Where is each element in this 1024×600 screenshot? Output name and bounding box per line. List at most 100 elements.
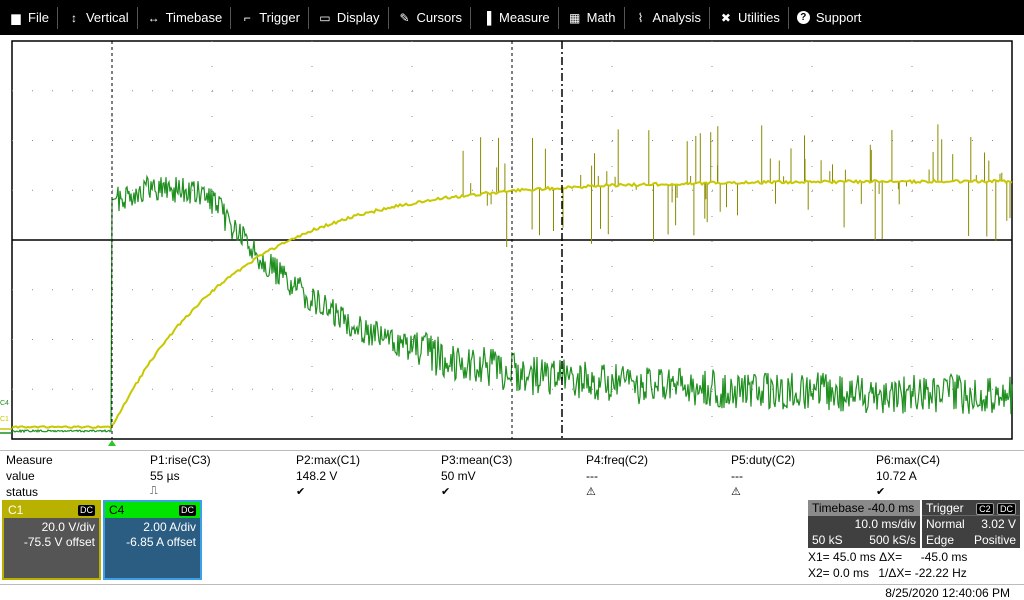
trigger-position-marker [108, 440, 116, 446]
cursor-inverse-dx-label: 1/ΔX= [878, 566, 912, 580]
timebase-descriptor[interactable]: Timebase -40.0 ms 10.0 ms/div 50 kS 500 … [808, 500, 920, 548]
menu-separator [623, 6, 625, 29]
cursor-inverse-dx-value: -22.22 Hz [914, 566, 967, 580]
menu-utilities[interactable]: ✖ Utilities [710, 0, 788, 35]
channel-c4-coupling-badge: DC [179, 504, 196, 516]
menu-label: Measure [499, 10, 550, 25]
menu-separator [787, 6, 789, 29]
measure-param-name[interactable]: P1:rise(C3) [150, 453, 211, 467]
menu-label: Display [336, 10, 380, 25]
menu-separator [557, 6, 559, 29]
measure-table: Measure value status P1:rise(C3) 55 µs ⎍ P2… [0, 450, 1024, 500]
channel-c4-scale: 2.00 A/div [143, 520, 196, 534]
trigger-source-badge: C2 [976, 502, 994, 515]
menu-display[interactable]: ▭ Display [309, 0, 388, 35]
menu-label: Math [586, 10, 616, 25]
warning-icon: ⚠ [731, 486, 741, 498]
cursor-x1-readout: X1= 45.0 ms ΔX= -45.0 ms [808, 550, 967, 564]
menu-label: Timebase [165, 10, 223, 25]
warning-icon: ⚠ [586, 486, 596, 498]
trigger-title: Trigger [926, 500, 964, 515]
file-icon: ▆ [11, 10, 21, 25]
measure-param-value: --- [586, 469, 598, 483]
trigger-type: Edge [926, 533, 955, 547]
measure-param-name[interactable]: P6:max(C4) [876, 453, 941, 467]
trigger-level: 3.02 V [981, 517, 1016, 531]
menu-separator [307, 6, 309, 29]
c1-voltage-trace [11, 178, 1013, 429]
vertical-arrows-icon: ↕ [70, 10, 77, 25]
channel-c4-descriptor[interactable]: C4 DC 2.00 A/div -6.85 A offset [103, 500, 202, 580]
measure-param-name[interactable]: P2:max(C1) [296, 453, 361, 467]
math-icon: ▦ [568, 10, 581, 25]
menu-timebase[interactable]: ↔ Timebase [138, 0, 231, 35]
menu-separator [136, 6, 138, 29]
trigger-mode: Normal [926, 517, 965, 531]
measure-param-value: 50 mV [441, 469, 476, 483]
status-row-label: status [6, 485, 39, 499]
utilities-icon: ✖ [720, 10, 731, 25]
measure-param-name[interactable]: P4:freq(C2) [586, 453, 649, 467]
menu-math[interactable]: ▦ Math [559, 0, 624, 35]
menu-separator [387, 6, 389, 29]
channel-c1-header: C1 DC [4, 502, 99, 518]
trigger-icon: ⌐ [243, 10, 251, 25]
timebase-samples: 50 kS [812, 533, 843, 547]
cursor-x2-value: X2= 0.0 ms [808, 566, 870, 580]
waveform-canvas: C4 C1 [0, 40, 1013, 446]
channel-c4-offset: -6.85 A offset [126, 535, 196, 549]
menu-separator [470, 6, 472, 29]
status-bar: 8/25/2020 12:40:06 PM [0, 584, 1024, 600]
timebase-per-div: 10.0 ms/div [854, 517, 916, 531]
timebase-rate: 500 kS/s [869, 533, 916, 547]
menu-trigger[interactable]: ⌐ Trigger [231, 0, 308, 35]
menu-vertical[interactable]: ↕ Vertical [58, 0, 137, 35]
menu-analysis[interactable]: ⌇ Analysis [625, 0, 709, 35]
menu-label: Utilities [737, 10, 780, 25]
trigger-descriptor[interactable]: Trigger C2 DC Normal 3.02 V Edge Positiv… [922, 500, 1020, 548]
cursor-dx-value: -45.0 ms [920, 550, 968, 564]
c4-ground-marker: C4 [0, 400, 9, 407]
check-icon: ✔ [441, 486, 451, 498]
value-row-label: value [6, 469, 35, 483]
menu-label: Vertical [85, 10, 129, 25]
menu-cursors[interactable]: ✎ Cursors [389, 0, 471, 35]
timebase-title: Timebase -40.0 ms [812, 501, 915, 515]
channel-c4-name: C4 [109, 503, 125, 517]
trigger-slope: Positive [973, 533, 1016, 547]
display-icon: ▭ [319, 10, 331, 25]
menu-measure[interactable]: ▐ Measure [471, 0, 558, 35]
menu-label: Support [815, 10, 862, 25]
menu-label: Analysis [652, 10, 701, 25]
cursor-x1-value: X1= 45.0 ms [808, 550, 876, 564]
waveform-display[interactable]: C4 C1 [0, 35, 1024, 450]
trigger-coupling-badge: DC [997, 502, 1016, 515]
cursor-dx-label: ΔX= [879, 550, 903, 564]
menu-label: File [28, 10, 49, 25]
check-icon: ✔ [876, 486, 886, 498]
channel-c1-offset: -75.5 V offset [23, 535, 95, 549]
channel-c1-name: C1 [8, 503, 24, 517]
c1-ground-marker: C1 [0, 416, 9, 423]
measure-param-name[interactable]: P3:mean(C3) [441, 453, 513, 467]
measure-icon: ▐ [482, 10, 492, 25]
menu-separator [230, 6, 232, 29]
c4-current-trace [11, 174, 1013, 434]
measure-param-name[interactable]: P5:duty(C2) [731, 453, 796, 467]
menu-support[interactable]: ? Support [789, 0, 870, 35]
menu-file[interactable]: ▆ File [0, 0, 57, 35]
measure-param-value: 55 µs [150, 469, 180, 483]
channel-c1-coupling-badge: DC [78, 504, 95, 516]
cursors-icon: ✎ [399, 10, 410, 25]
measure-param-value: --- [731, 469, 743, 483]
date-time: 8/25/2020 12:40:06 PM [885, 586, 1010, 600]
horizontal-arrows-icon: ↔ [147, 10, 160, 25]
check-icon: ✔ [296, 486, 306, 498]
channel-c4-header: C4 DC [105, 502, 200, 518]
channel-c1-scale: 20.0 V/div [41, 520, 95, 534]
measure-param-value: 148.2 V [296, 469, 338, 483]
support-icon: ? [796, 11, 810, 24]
menu-separator [56, 6, 58, 29]
measure-param-value: 10.72 A [876, 469, 917, 483]
channel-c1-descriptor[interactable]: C1 DC 20.0 V/div -75.5 V offset [2, 500, 101, 580]
